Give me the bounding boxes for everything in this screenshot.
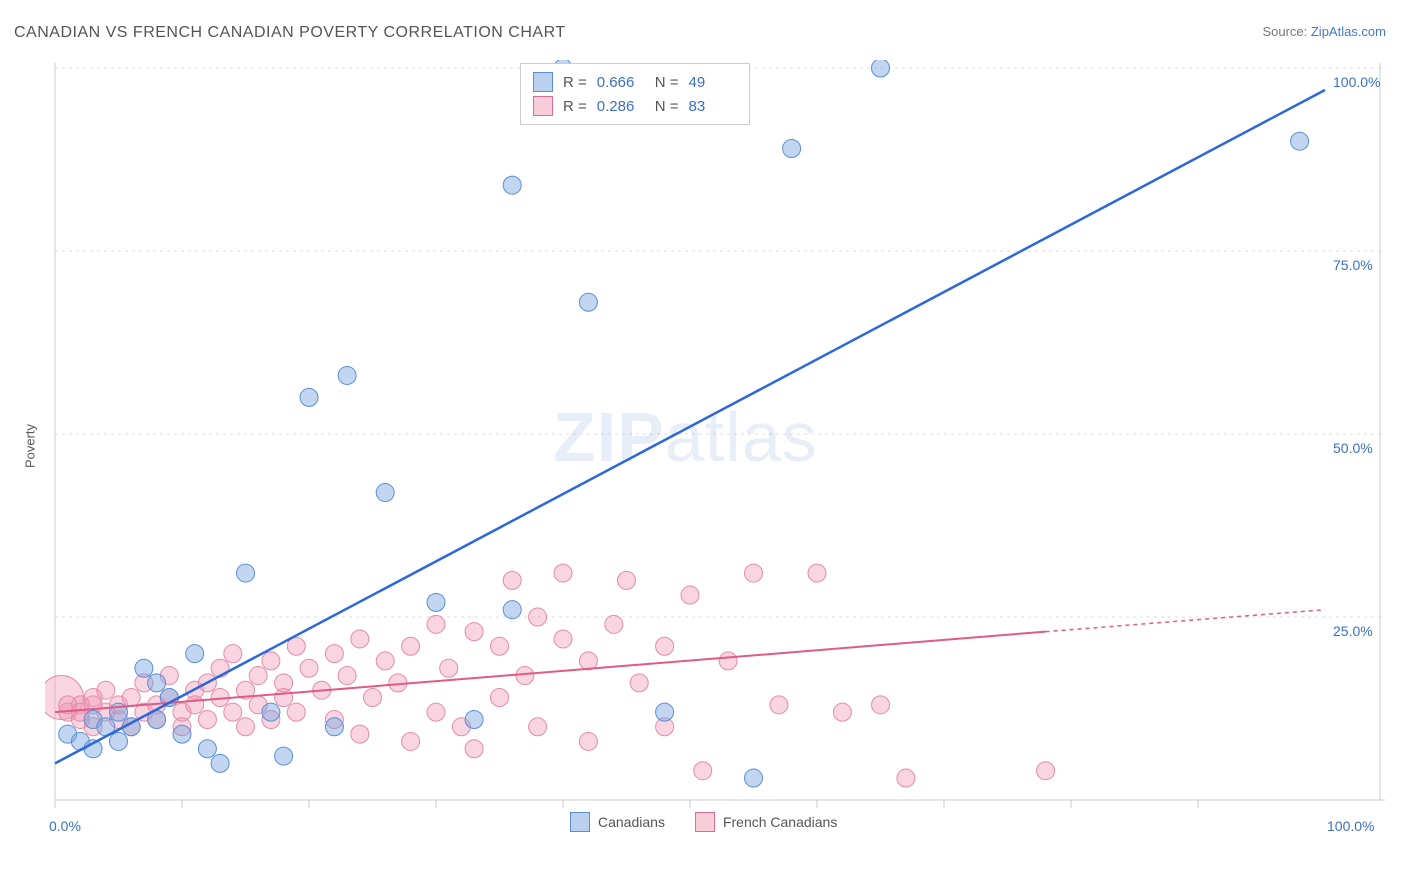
- legend-row-pink: R = 0.286 N = 83: [533, 94, 737, 118]
- chart-svg: [45, 60, 1385, 830]
- blue-r-value: 0.666: [597, 74, 645, 91]
- y-axis-label: Poverty: [23, 424, 38, 468]
- swatch-blue: [533, 72, 553, 92]
- legend-label-canadians: Canadians: [598, 814, 665, 830]
- n-label: N =: [655, 74, 679, 91]
- legend-item-french-canadians[interactable]: French Canadians: [695, 812, 837, 832]
- source-label: Source:: [1262, 24, 1310, 39]
- legend-label-french-canadians: French Canadians: [723, 814, 837, 830]
- n-label: N =: [655, 98, 679, 115]
- pink-n-value: 83: [689, 98, 737, 115]
- swatch-pink: [533, 96, 553, 116]
- r-label: R =: [563, 98, 587, 115]
- source-link[interactable]: ZipAtlas.com: [1311, 24, 1386, 39]
- swatch-pink: [695, 812, 715, 832]
- pink-r-value: 0.286: [597, 98, 645, 115]
- y-grid-100: 100.0%: [1333, 74, 1380, 90]
- legend-row-blue: R = 0.666 N = 49: [533, 70, 737, 94]
- blue-n-value: 49: [689, 74, 737, 91]
- x-axis-min-label: 0.0%: [49, 818, 81, 834]
- y-grid-75: 75.0%: [1333, 257, 1373, 273]
- source-attribution: Source: ZipAtlas.com: [1262, 24, 1386, 39]
- series-legend: Canadians French Canadians: [570, 812, 837, 832]
- y-grid-25: 25.0%: [1333, 623, 1373, 639]
- swatch-blue: [570, 812, 590, 832]
- legend-item-canadians[interactable]: Canadians: [570, 812, 665, 832]
- x-axis-max-label: 100.0%: [1327, 818, 1374, 834]
- correlation-legend: R = 0.666 N = 49 R = 0.286 N = 83: [520, 63, 750, 125]
- chart-title: CANADIAN VS FRENCH CANADIAN POVERTY CORR…: [14, 24, 566, 42]
- r-label: R =: [563, 74, 587, 91]
- plot-area: ZIPatlas R = 0.666 N = 49 R = 0.286 N = …: [45, 60, 1385, 830]
- y-grid-50: 50.0%: [1333, 440, 1373, 456]
